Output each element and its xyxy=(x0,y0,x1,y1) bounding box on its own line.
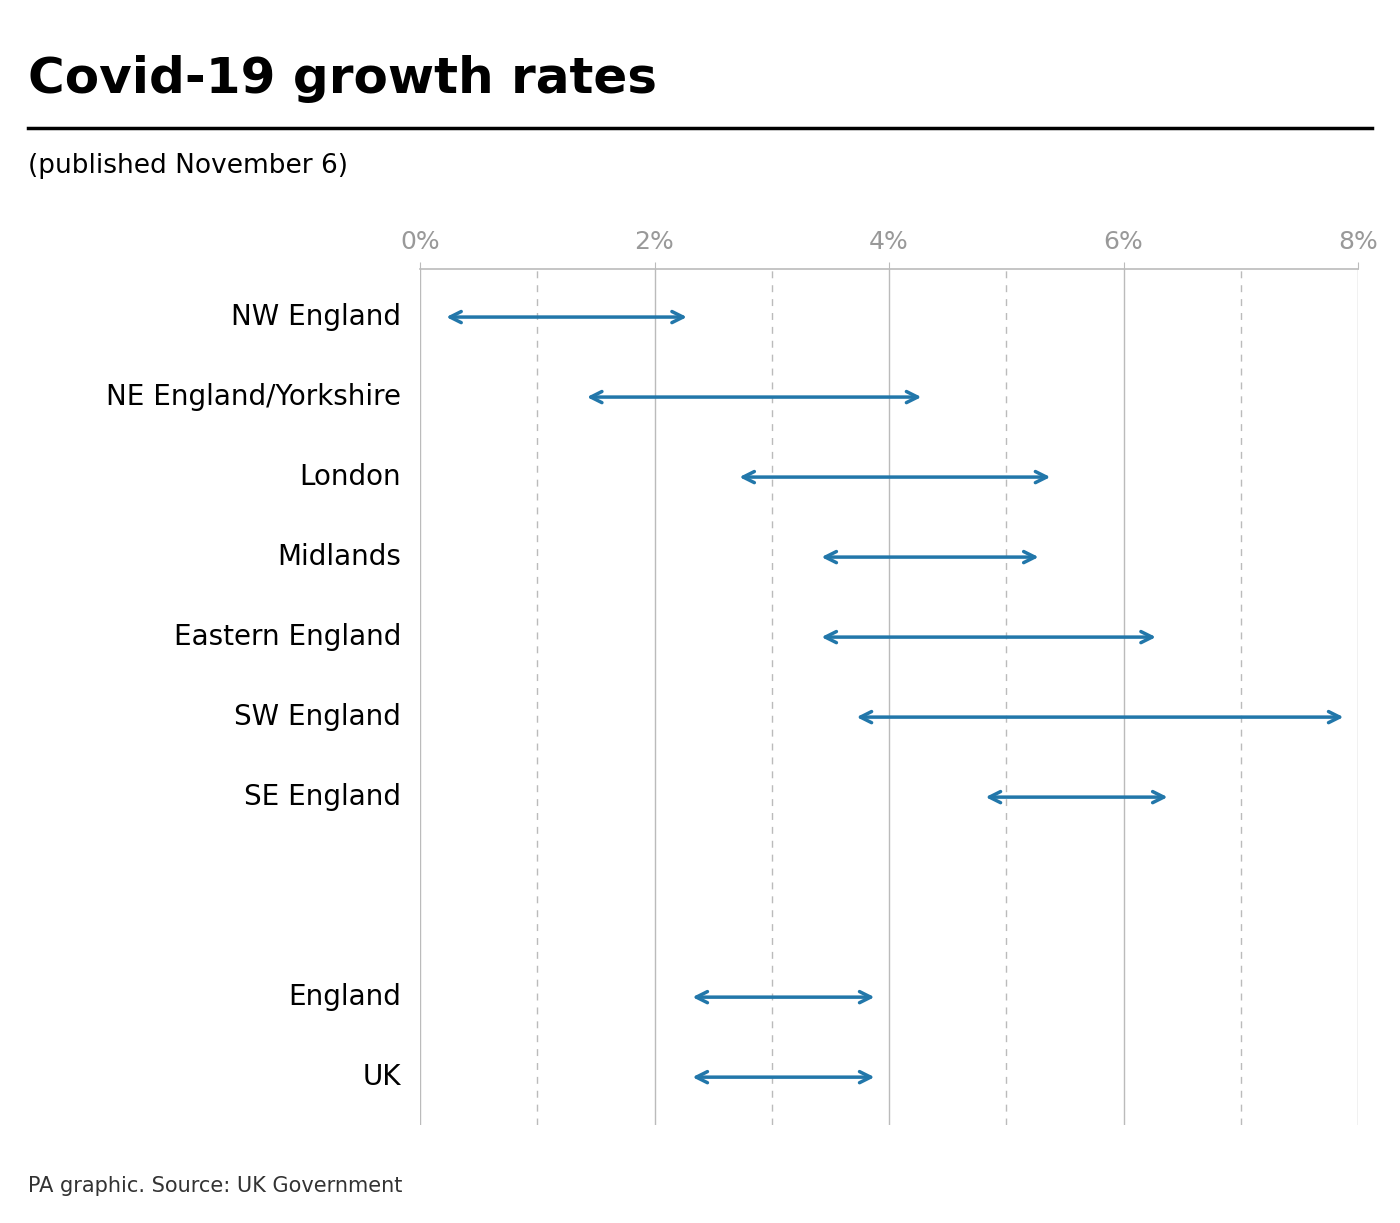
Text: (published November 6): (published November 6) xyxy=(28,153,349,179)
Text: Covid-19 growth rates: Covid-19 growth rates xyxy=(28,55,657,103)
Text: NE England/Yorkshire: NE England/Yorkshire xyxy=(106,383,402,411)
Text: London: London xyxy=(300,464,402,492)
Text: Midlands: Midlands xyxy=(277,543,402,571)
Text: Eastern England: Eastern England xyxy=(174,623,402,651)
Text: England: England xyxy=(288,983,402,1011)
Text: PA graphic. Source: UK Government: PA graphic. Source: UK Government xyxy=(28,1177,402,1196)
Text: SW England: SW England xyxy=(234,703,402,731)
Text: UK: UK xyxy=(363,1063,402,1091)
Text: NW England: NW England xyxy=(231,303,402,331)
Text: SE England: SE England xyxy=(244,783,402,811)
